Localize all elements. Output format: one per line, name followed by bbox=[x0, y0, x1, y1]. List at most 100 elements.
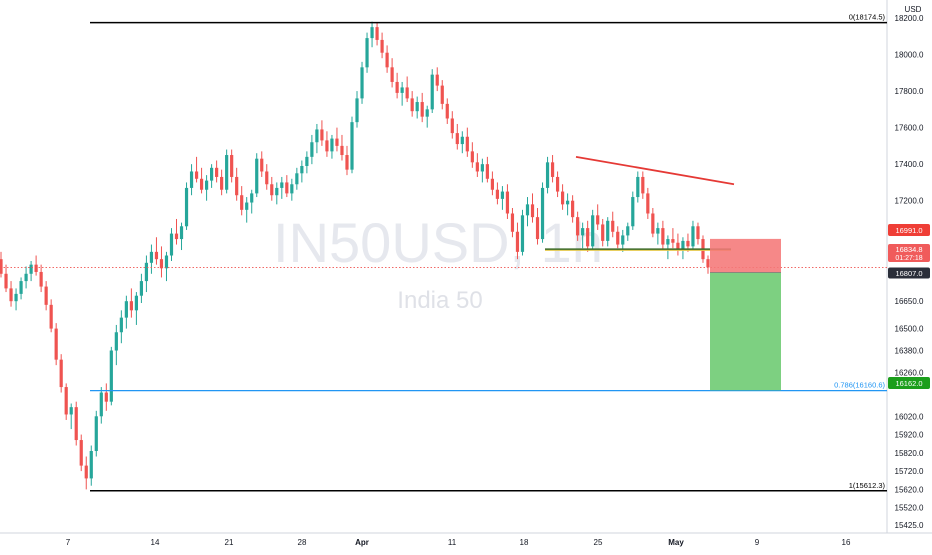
candle bbox=[14, 288, 18, 311]
price-tick-label: 17800.0 bbox=[895, 87, 924, 96]
candle bbox=[360, 61, 364, 104]
candle bbox=[611, 211, 615, 238]
candle-body bbox=[330, 138, 334, 152]
candle-body bbox=[69, 407, 73, 415]
short-position-risk[interactable] bbox=[710, 238, 781, 273]
candle bbox=[139, 273, 144, 304]
candle bbox=[210, 164, 214, 188]
candle-body bbox=[681, 240, 685, 251]
candle-body bbox=[435, 74, 439, 86]
candle-body bbox=[84, 465, 88, 479]
candle bbox=[656, 222, 660, 245]
candle-body bbox=[611, 220, 615, 232]
candle-body bbox=[480, 164, 484, 172]
candle bbox=[189, 164, 194, 196]
candle-body bbox=[510, 213, 515, 232]
candle bbox=[345, 145, 349, 176]
candle-body bbox=[591, 215, 595, 247]
candle-body bbox=[9, 288, 13, 302]
currency-label[interactable]: USD bbox=[905, 5, 922, 14]
candle bbox=[576, 211, 580, 241]
candle-body bbox=[89, 451, 93, 479]
candle bbox=[696, 222, 700, 245]
candle bbox=[350, 116, 354, 174]
candle bbox=[9, 281, 13, 307]
short-position-reward[interactable] bbox=[710, 272, 781, 391]
candle bbox=[109, 346, 113, 406]
candle-body bbox=[94, 416, 98, 452]
candle-body bbox=[450, 118, 454, 134]
candle bbox=[99, 387, 103, 424]
price-tick-label: 16380.0 bbox=[895, 347, 924, 356]
candles bbox=[0, 21, 710, 490]
candle-body bbox=[375, 27, 379, 40]
candle-body bbox=[646, 193, 650, 214]
candle bbox=[435, 67, 439, 92]
candle bbox=[49, 299, 53, 333]
watermark-symbol: IN50USD, 1h bbox=[273, 211, 603, 274]
candle-body bbox=[686, 240, 690, 247]
price-tick-label: 15720.0 bbox=[895, 467, 924, 476]
candle bbox=[510, 208, 515, 238]
candle bbox=[641, 171, 645, 199]
price-tick-label: 16260.0 bbox=[895, 368, 924, 377]
candle-body bbox=[265, 171, 269, 185]
candle bbox=[59, 354, 63, 393]
candle-body bbox=[169, 233, 174, 256]
price-axis-panel[interactable] bbox=[887, 0, 932, 533]
trendline[interactable] bbox=[575, 155, 735, 186]
candle bbox=[79, 434, 83, 472]
candle bbox=[445, 98, 449, 124]
candle bbox=[375, 22, 379, 46]
price-tick-label: 15620.0 bbox=[895, 485, 924, 494]
candle bbox=[355, 91, 359, 128]
candle bbox=[495, 182, 500, 205]
candle bbox=[194, 156, 199, 183]
candle-body bbox=[285, 182, 289, 194]
time-tick-label: 16 bbox=[842, 538, 851, 547]
candle-body bbox=[550, 162, 555, 177]
candle bbox=[129, 288, 133, 318]
candle bbox=[169, 228, 174, 261]
candle bbox=[144, 255, 149, 293]
price-label-tag: 16162.0 bbox=[888, 377, 930, 389]
candle bbox=[475, 153, 479, 177]
time-axis-panel[interactable] bbox=[0, 533, 932, 550]
price-tick-label: 15425.0 bbox=[895, 521, 924, 530]
candle-body bbox=[626, 226, 630, 236]
candle bbox=[581, 222, 585, 249]
candle bbox=[490, 171, 494, 196]
candle bbox=[199, 167, 204, 194]
candle-body bbox=[400, 87, 404, 93]
candle bbox=[540, 182, 545, 243]
candle-body bbox=[661, 228, 665, 245]
candle bbox=[89, 445, 93, 486]
fib-level-label: 0.786(16160.6) bbox=[834, 381, 885, 390]
candle bbox=[591, 209, 595, 251]
candle-body bbox=[395, 81, 399, 93]
candle-body bbox=[59, 359, 63, 388]
candle-body bbox=[325, 140, 329, 152]
candle-body bbox=[656, 228, 660, 234]
candle bbox=[114, 324, 118, 366]
candle bbox=[631, 191, 635, 230]
price-label-text: 16807.0 bbox=[895, 269, 922, 278]
candle-body bbox=[79, 440, 83, 466]
candle bbox=[661, 220, 665, 251]
candle bbox=[515, 222, 520, 260]
candle-body bbox=[199, 178, 204, 190]
price-tick-label: 16650.0 bbox=[895, 297, 924, 306]
candle-body bbox=[109, 350, 113, 402]
candle bbox=[94, 410, 98, 457]
candle bbox=[380, 32, 384, 59]
candle bbox=[74, 401, 78, 446]
candle bbox=[626, 222, 630, 241]
candle-body bbox=[49, 304, 53, 329]
candle bbox=[430, 69, 434, 114]
drawings[interactable]: 0(18174.5) 0.786(16160.6) 1(15612.3) bbox=[0, 13, 887, 492]
candle bbox=[395, 72, 399, 99]
time-tick-label: 14 bbox=[151, 538, 160, 547]
